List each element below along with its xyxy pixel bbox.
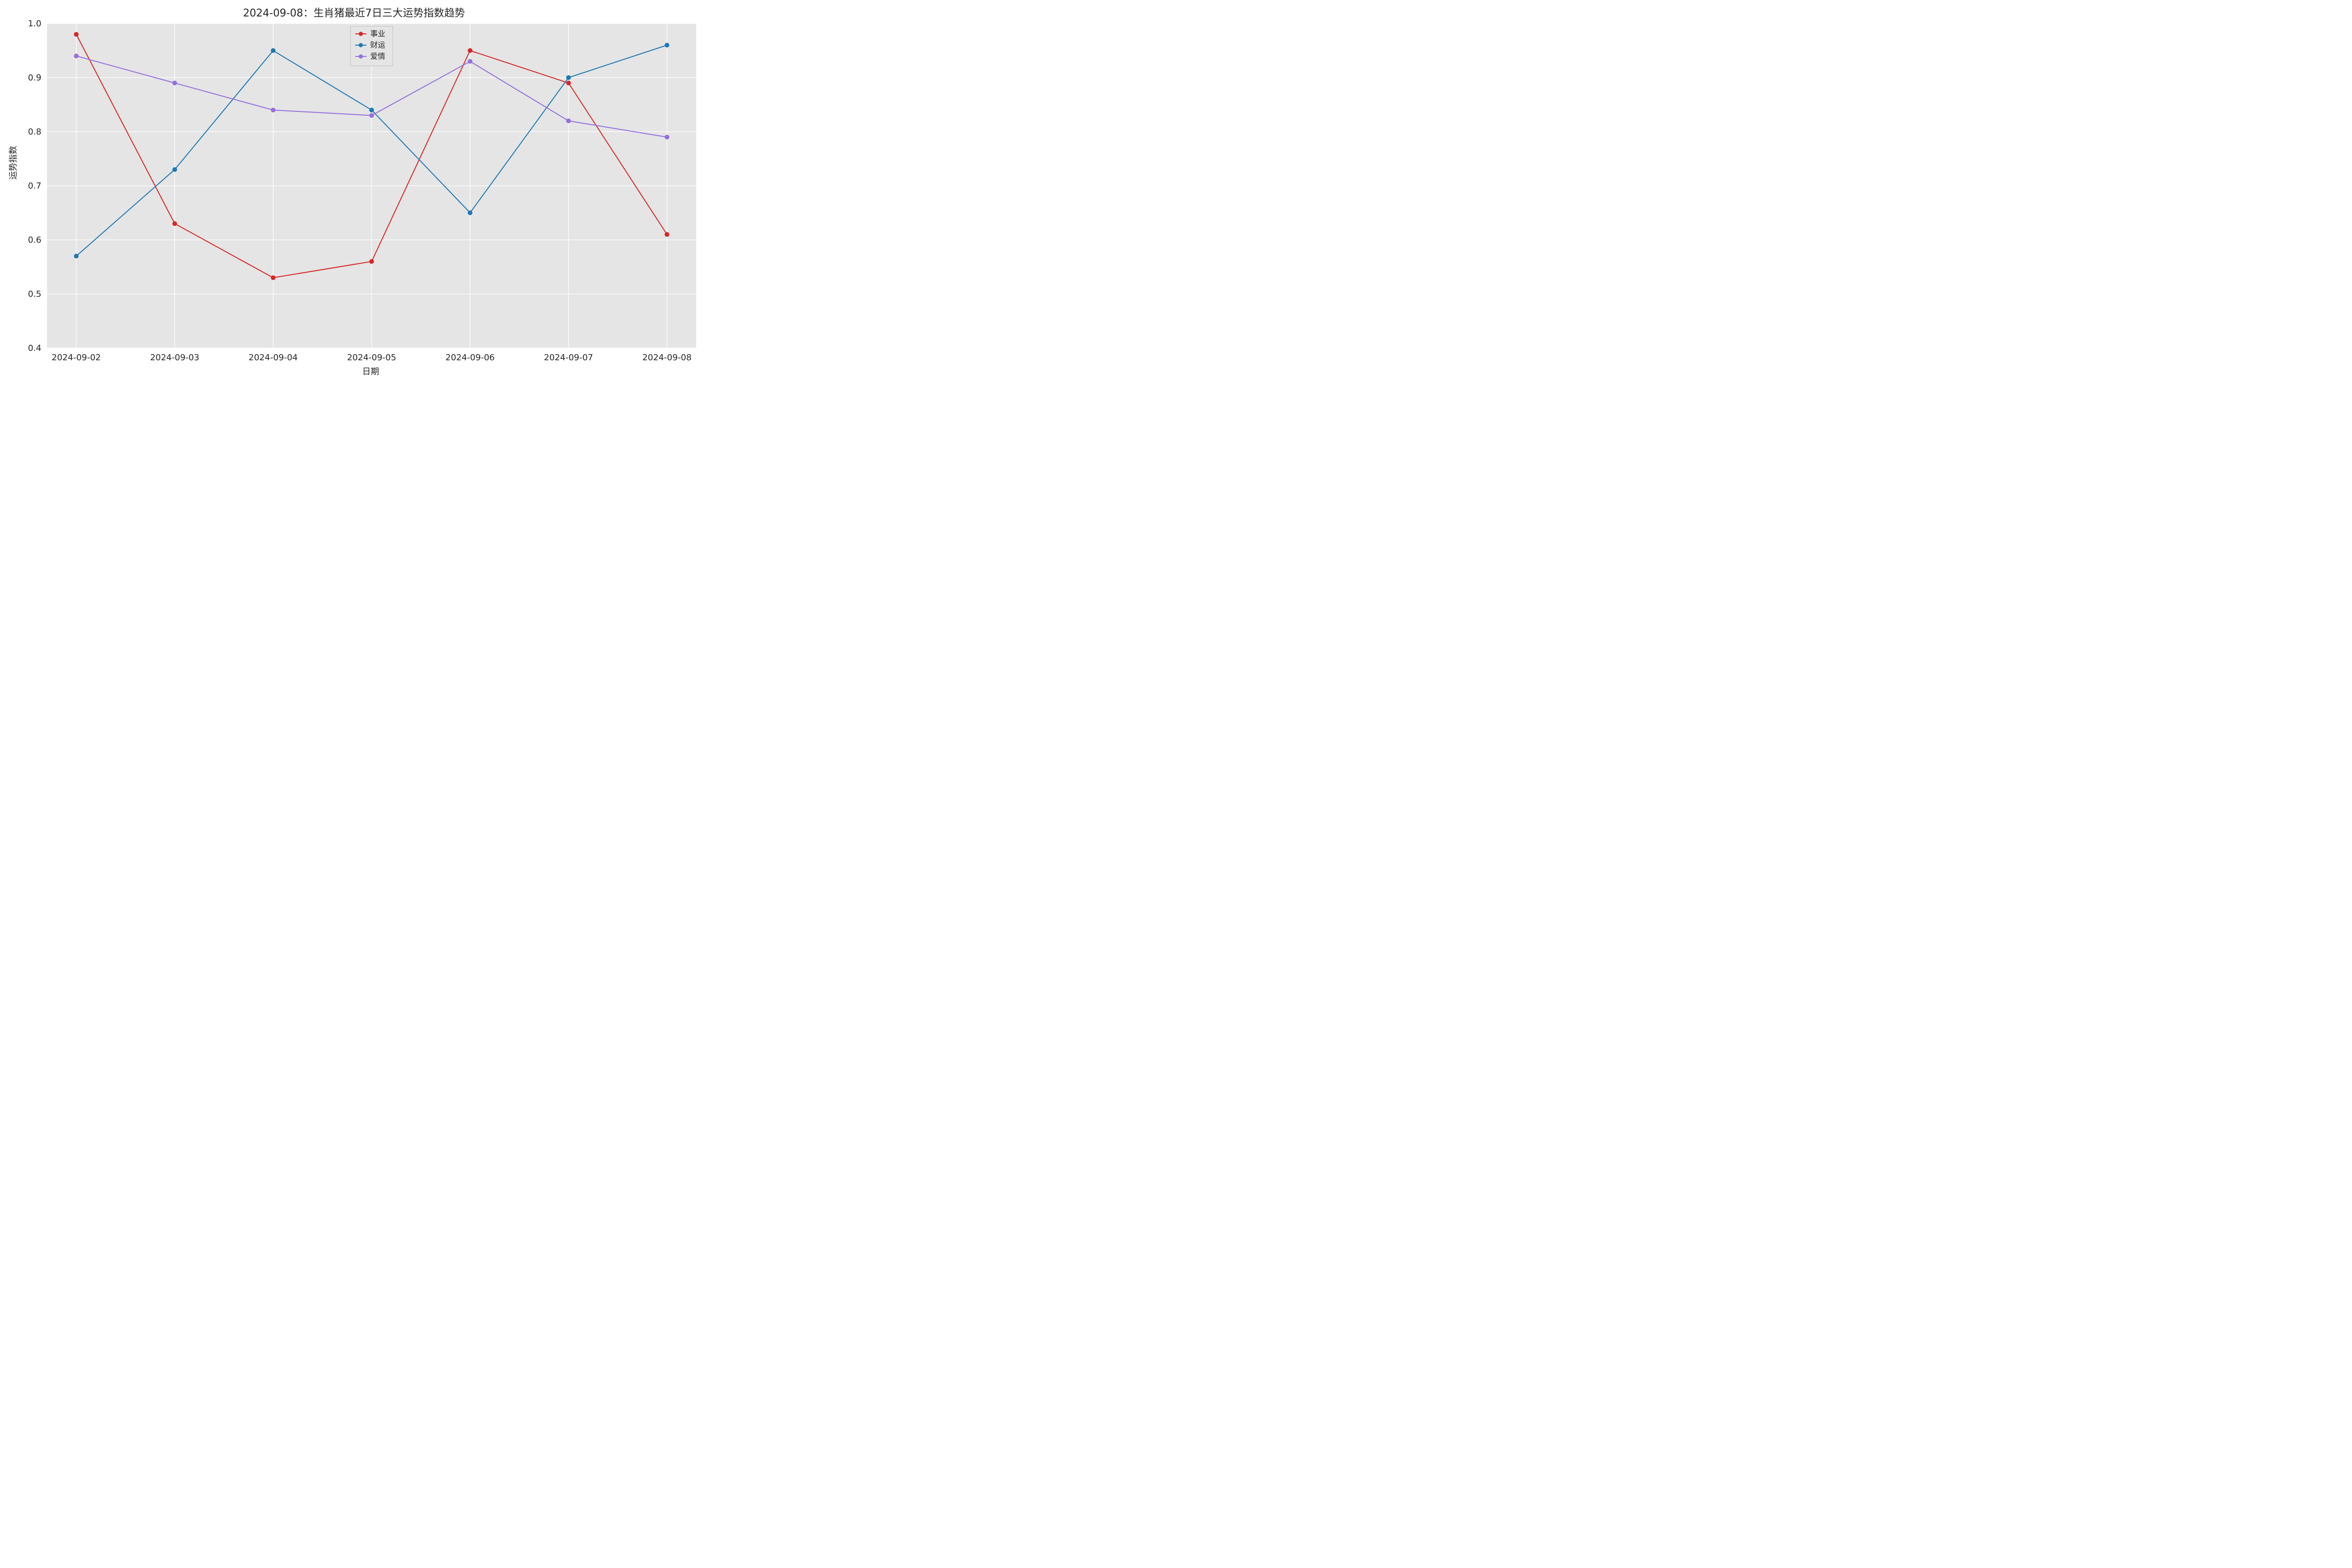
series-marker (173, 167, 177, 172)
series-marker (74, 254, 79, 258)
chart-container: 2024-09-08：生肖猪最近7日三大运势指数趋势 日期 运势指数 0.40.… (0, 0, 708, 381)
x-tick-label: 2024-09-03 (150, 353, 199, 363)
legend: 事业财运爱情 (350, 26, 393, 66)
series-marker (665, 135, 669, 139)
x-tick-label: 2024-09-05 (347, 353, 397, 363)
series-marker (370, 108, 374, 112)
x-tick-label: 2024-09-02 (52, 353, 101, 363)
legend-label: 爱情 (370, 52, 385, 61)
series-marker (173, 81, 177, 85)
x-tick-label: 2024-09-04 (248, 353, 298, 363)
series-marker (665, 43, 669, 48)
series-marker (566, 81, 571, 85)
legend-label: 事业 (370, 29, 385, 38)
y-tick-label: 0.7 (28, 181, 41, 191)
x-tick-label: 2024-09-06 (445, 353, 495, 363)
series-marker (665, 232, 669, 237)
x-tick-label: 2024-09-08 (643, 353, 692, 363)
series-marker (74, 32, 79, 37)
y-tick-label: 0.9 (28, 73, 41, 83)
y-tick-label: 0.8 (28, 127, 41, 137)
series-marker (468, 59, 472, 63)
legend-label: 财运 (370, 40, 385, 49)
series-marker (271, 108, 275, 112)
series-marker (74, 54, 79, 58)
series-marker (566, 76, 571, 80)
x-tick-label: 2024-09-07 (544, 353, 593, 363)
series-marker (468, 48, 472, 53)
y-tick-label: 0.5 (28, 289, 41, 299)
series-marker (173, 222, 177, 226)
series-marker (468, 211, 472, 215)
series-marker (271, 48, 275, 53)
y-tick-label: 1.0 (28, 19, 41, 29)
y-tick-label: 0.6 (28, 235, 41, 245)
series-marker (370, 113, 374, 118)
chart-svg: 0.40.50.60.70.80.91.02024-09-022024-09-0… (0, 0, 708, 381)
series-marker (271, 276, 275, 280)
y-tick-label: 0.4 (28, 343, 41, 353)
series-marker (566, 119, 571, 123)
series-marker (370, 260, 374, 264)
